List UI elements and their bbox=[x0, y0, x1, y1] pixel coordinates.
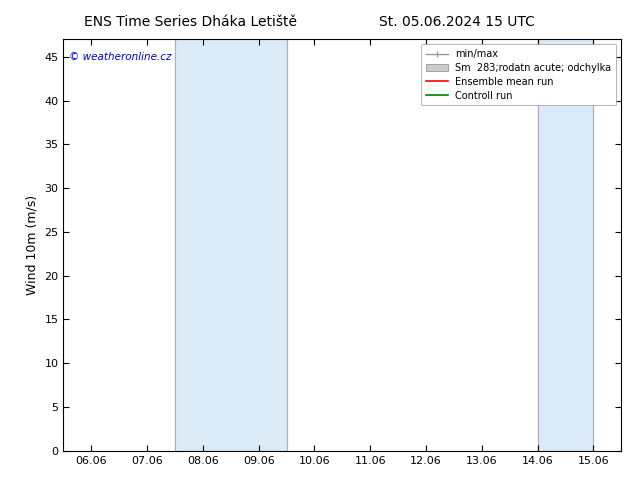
Y-axis label: Wind 10m (m/s): Wind 10m (m/s) bbox=[26, 195, 39, 295]
Bar bbox=[175, 39, 287, 451]
Bar bbox=[538, 39, 593, 451]
Text: ENS Time Series Dháka Letiště: ENS Time Series Dháka Letiště bbox=[84, 15, 297, 29]
Text: St. 05.06.2024 15 UTC: St. 05.06.2024 15 UTC bbox=[378, 15, 534, 29]
Legend: min/max, Sm  283;rodatn acute; odchylka, Ensemble mean run, Controll run: min/max, Sm 283;rodatn acute; odchylka, … bbox=[422, 44, 616, 105]
Text: © weatheronline.cz: © weatheronline.cz bbox=[69, 51, 171, 62]
